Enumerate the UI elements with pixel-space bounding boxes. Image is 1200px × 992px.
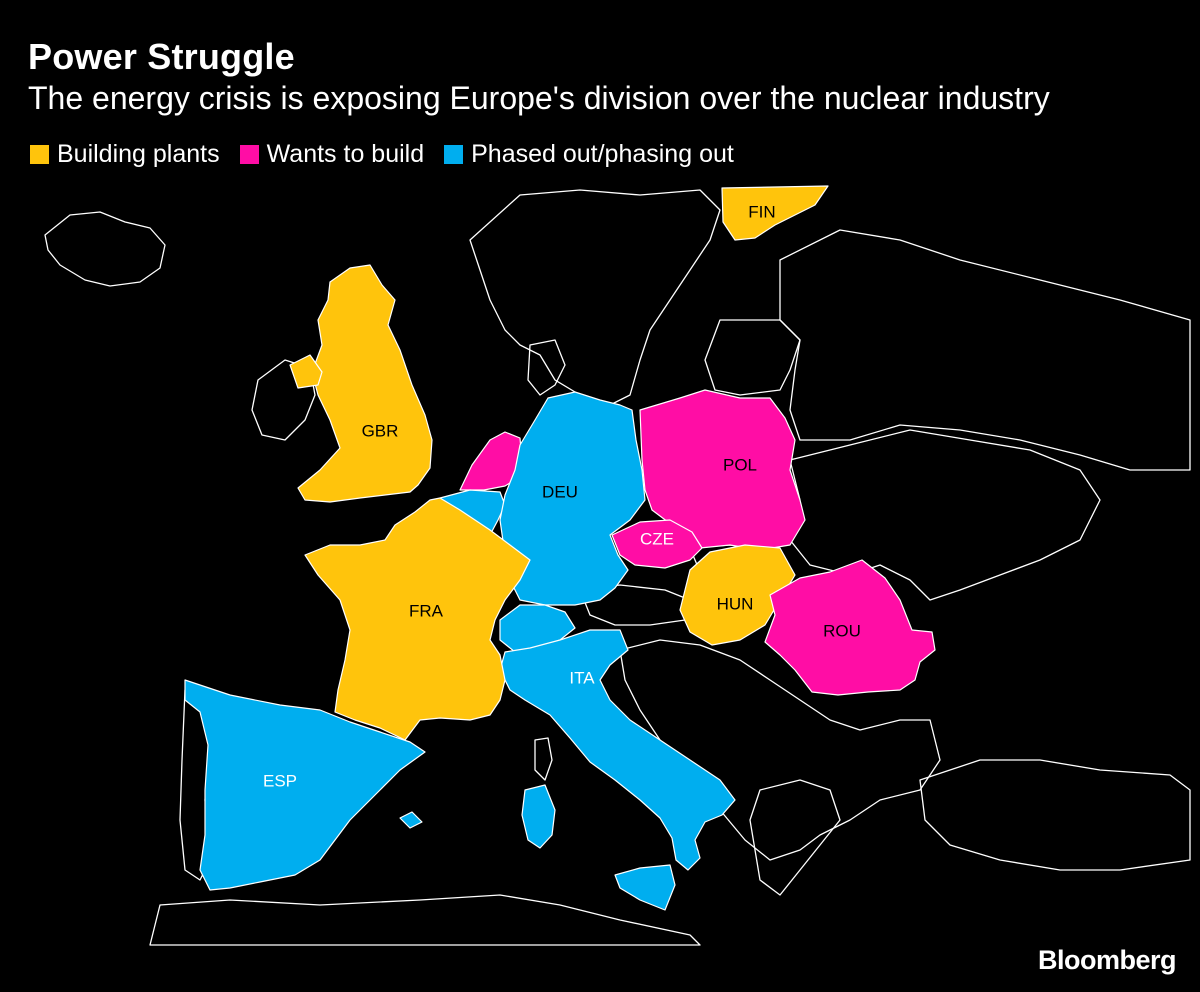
country-poland <box>639 389 806 551</box>
europe-map: FIN GBR POL DEU CZE HUN FRA ROU ITA ESP <box>44 185 1191 946</box>
highlighted-countries <box>184 185 936 911</box>
chart-title: Power Struggle <box>28 36 295 77</box>
label-fra: FRA <box>409 601 444 620</box>
turkey-outline <box>919 759 1191 871</box>
country-spain <box>184 679 426 891</box>
label-cze: CZE <box>640 529 674 548</box>
label-hun: HUN <box>717 594 754 613</box>
legend-item-wants: Wants to build <box>239 140 425 169</box>
legend-swatch-wants <box>239 145 259 164</box>
country-hungary <box>679 544 796 646</box>
country-germany <box>499 391 646 606</box>
russia-belarus-outline <box>779 229 1191 471</box>
country-italy <box>499 629 736 871</box>
legend-label-building: Building plants <box>57 140 220 168</box>
legend-swatch-building <box>30 145 49 164</box>
label-pol: POL <box>723 455 757 474</box>
country-finland <box>721 185 829 241</box>
country-sardinia <box>521 784 556 849</box>
country-uk-ni <box>289 354 323 389</box>
greece-outline <box>749 779 841 896</box>
label-fin: FIN <box>748 202 775 221</box>
country-switzerland <box>499 604 576 653</box>
iceland-outline <box>44 211 166 287</box>
ukraine-outline <box>789 429 1101 601</box>
label-gbr: GBR <box>362 421 399 440</box>
country-czechia <box>611 519 703 569</box>
legend-item-building: Building plants <box>30 140 220 169</box>
legend-label-phased: Phased out/phasing out <box>471 140 734 168</box>
label-esp: ESP <box>263 771 297 790</box>
baltics-outline <box>704 319 801 396</box>
country-romania <box>764 559 936 696</box>
country-labels: FIN GBR POL DEU CZE HUN FRA ROU ITA ESP <box>263 202 861 790</box>
label-ita: ITA <box>569 668 595 687</box>
country-france <box>304 497 531 741</box>
corsica-outline <box>534 737 553 781</box>
country-sicily <box>614 864 676 911</box>
legend-label-wants: Wants to build <box>266 140 425 168</box>
norway-sweden-outline <box>469 189 721 406</box>
label-deu: DEU <box>542 482 578 501</box>
label-rou: ROU <box>823 621 861 640</box>
legend-swatch-phased <box>444 145 464 164</box>
bloomberg-logo: Bloomberg <box>1037 945 1177 975</box>
legend-item-phased: Phased out/phasing out <box>444 140 734 169</box>
north-africa-outline <box>149 894 701 946</box>
legend: Building plants Wants to build Phased ou… <box>30 140 754 169</box>
denmark-outline <box>527 339 566 396</box>
chart-subtitle: The energy crisis is exposing Europe's d… <box>28 80 1050 116</box>
country-balearics <box>399 811 423 829</box>
